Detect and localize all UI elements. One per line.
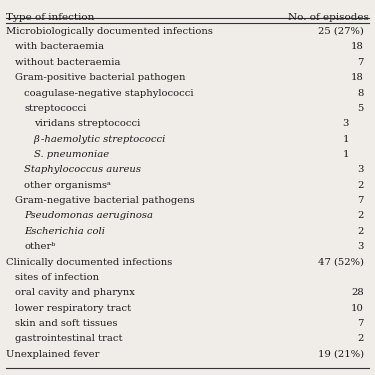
Text: Staphylococcus aureus: Staphylococcus aureus <box>24 165 141 174</box>
Text: Microbiologically documented infections: Microbiologically documented infections <box>6 27 213 36</box>
Text: Gram-negative bacterial pathogens: Gram-negative bacterial pathogens <box>15 196 195 205</box>
Text: 2: 2 <box>357 211 364 220</box>
Text: Type of infection: Type of infection <box>6 13 94 22</box>
Text: 7: 7 <box>357 196 364 205</box>
Text: Unexplained fever: Unexplained fever <box>6 350 99 359</box>
Text: 10: 10 <box>351 304 364 313</box>
Text: Gram-positive bacterial pathogen: Gram-positive bacterial pathogen <box>15 73 186 82</box>
Text: sites of infection: sites of infection <box>15 273 99 282</box>
Text: 28: 28 <box>351 288 364 297</box>
Text: Escherichia coli: Escherichia coli <box>24 227 105 236</box>
Text: gastrointestinal tract: gastrointestinal tract <box>15 334 123 344</box>
Text: 19 (21%): 19 (21%) <box>318 350 364 359</box>
Text: 8: 8 <box>357 88 364 98</box>
Text: coagulase-negative staphylococci: coagulase-negative staphylococci <box>24 88 194 98</box>
Text: streptococci: streptococci <box>24 104 87 113</box>
Text: 1: 1 <box>342 150 349 159</box>
Text: 3: 3 <box>357 242 364 251</box>
Text: 18: 18 <box>351 42 364 51</box>
Text: 1: 1 <box>342 135 349 144</box>
Text: 3: 3 <box>357 165 364 174</box>
Text: otherᵇ: otherᵇ <box>24 242 56 251</box>
Text: viridans streptococci: viridans streptococci <box>34 119 140 128</box>
Text: 2: 2 <box>357 181 364 190</box>
Text: Pseudomonas aeruginosa: Pseudomonas aeruginosa <box>24 211 153 220</box>
Text: 5: 5 <box>357 104 364 113</box>
Text: 47 (52%): 47 (52%) <box>318 258 364 267</box>
Text: -haemolytic streptococci: -haemolytic streptococci <box>40 135 165 144</box>
Text: β: β <box>34 135 39 144</box>
Text: skin and soft tissues: skin and soft tissues <box>15 319 117 328</box>
Text: oral cavity and pharynx: oral cavity and pharynx <box>15 288 135 297</box>
Text: Clinically documented infections: Clinically documented infections <box>6 258 172 267</box>
Text: with bacteraemia: with bacteraemia <box>15 42 104 51</box>
Text: No. of episodes: No. of episodes <box>288 13 369 22</box>
Text: other organismsᵃ: other organismsᵃ <box>24 181 111 190</box>
Text: S. pneumoniae: S. pneumoniae <box>34 150 109 159</box>
Text: 7: 7 <box>357 58 364 67</box>
Text: 2: 2 <box>357 227 364 236</box>
Text: 3: 3 <box>342 119 349 128</box>
Text: 25 (27%): 25 (27%) <box>318 27 364 36</box>
Text: lower respiratory tract: lower respiratory tract <box>15 304 131 313</box>
Text: 7: 7 <box>357 319 364 328</box>
Text: without bacteraemia: without bacteraemia <box>15 58 120 67</box>
Text: 2: 2 <box>357 334 364 344</box>
Text: 18: 18 <box>351 73 364 82</box>
